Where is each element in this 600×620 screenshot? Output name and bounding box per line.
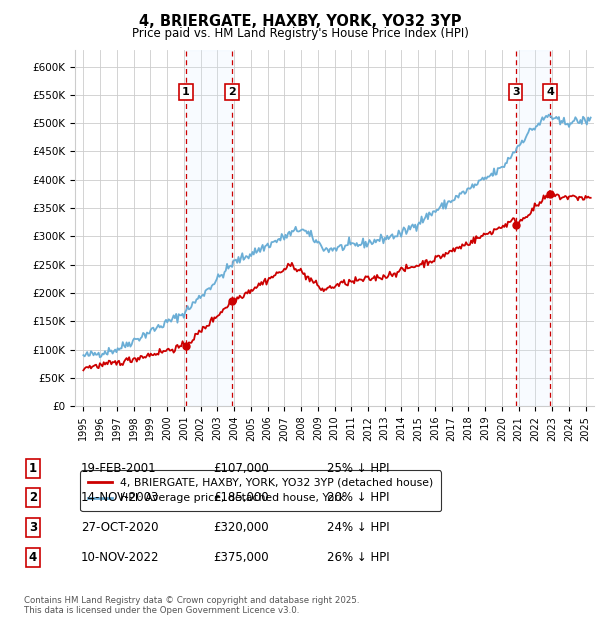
Text: 3: 3 bbox=[29, 521, 37, 534]
Text: 24% ↓ HPI: 24% ↓ HPI bbox=[327, 521, 389, 534]
Text: 2: 2 bbox=[29, 492, 37, 504]
Text: £320,000: £320,000 bbox=[213, 521, 269, 534]
Text: 20% ↓ HPI: 20% ↓ HPI bbox=[327, 492, 389, 504]
Text: 1: 1 bbox=[182, 87, 190, 97]
Bar bbox=[516, 50, 550, 406]
Text: 3: 3 bbox=[512, 87, 520, 97]
Text: 10-NOV-2022: 10-NOV-2022 bbox=[81, 551, 160, 564]
Text: 25% ↓ HPI: 25% ↓ HPI bbox=[327, 462, 389, 474]
Text: 14-NOV-2003: 14-NOV-2003 bbox=[81, 492, 160, 504]
Text: 26% ↓ HPI: 26% ↓ HPI bbox=[327, 551, 389, 564]
Text: Contains HM Land Registry data © Crown copyright and database right 2025.
This d: Contains HM Land Registry data © Crown c… bbox=[24, 596, 359, 615]
Text: 4: 4 bbox=[546, 87, 554, 97]
Bar bbox=[186, 50, 232, 406]
Text: 4: 4 bbox=[29, 551, 37, 564]
Text: Price paid vs. HM Land Registry's House Price Index (HPI): Price paid vs. HM Land Registry's House … bbox=[131, 27, 469, 40]
Text: 2: 2 bbox=[228, 87, 236, 97]
Legend: 4, BRIERGATE, HAXBY, YORK, YO32 3YP (detached house), HPI: Average price, detach: 4, BRIERGATE, HAXBY, YORK, YO32 3YP (det… bbox=[80, 471, 442, 511]
Text: 1: 1 bbox=[29, 462, 37, 474]
Text: 19-FEB-2001: 19-FEB-2001 bbox=[81, 462, 157, 474]
Text: £375,000: £375,000 bbox=[213, 551, 269, 564]
Text: £107,000: £107,000 bbox=[213, 462, 269, 474]
Text: 4, BRIERGATE, HAXBY, YORK, YO32 3YP: 4, BRIERGATE, HAXBY, YORK, YO32 3YP bbox=[139, 14, 461, 29]
Text: £185,000: £185,000 bbox=[213, 492, 269, 504]
Text: 27-OCT-2020: 27-OCT-2020 bbox=[81, 521, 158, 534]
